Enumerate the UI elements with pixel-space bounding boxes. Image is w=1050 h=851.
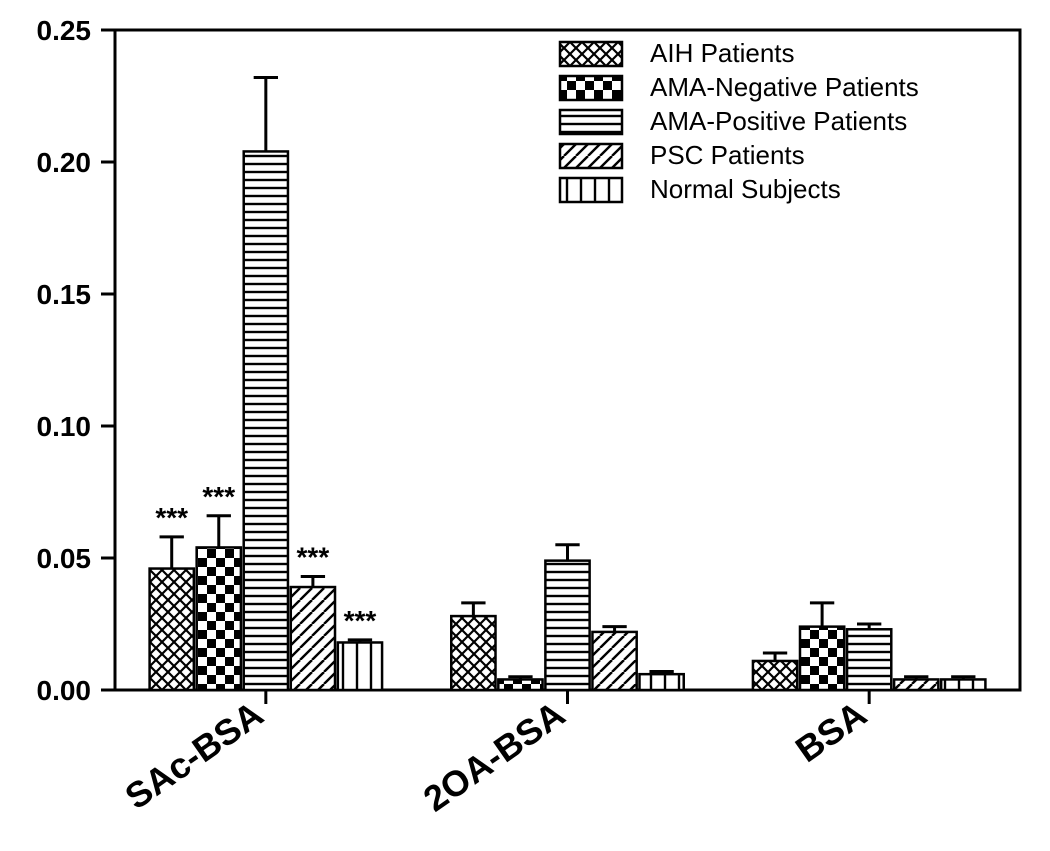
svg-text:0.10: 0.10 [37,411,92,442]
svg-text:2OA-BSA: 2OA-BSA [416,693,572,820]
svg-text:0.00: 0.00 [37,675,92,706]
bar [800,627,844,690]
bar [592,632,636,690]
legend-swatch [560,110,622,134]
bar [753,661,797,690]
svg-text:BSA: BSA [788,693,874,770]
bar [640,674,684,690]
legend-label: AMA-Negative Patients [650,72,919,102]
svg-text:SAc-BSA: SAc-BSA [117,693,270,817]
bar [244,151,288,690]
legend-swatch [560,42,622,66]
bar [498,679,542,690]
bar [545,561,589,690]
bar [941,679,985,690]
legend-label: PSC Patients [650,140,805,170]
bar-chart: 0.00 0.05 0.10 0.15 0.20 0.25 SAc-BSA *** *** ***… [0,0,1050,851]
svg-text:***: *** [344,605,377,636]
legend-label: AIH Patients [650,38,795,68]
bar [338,642,382,690]
svg-text:0.20: 0.20 [37,147,92,178]
bar [894,679,938,690]
svg-text:0.25: 0.25 [37,15,92,46]
bar [197,547,241,690]
bar [451,616,495,690]
bar [291,587,335,690]
legend-swatch [560,76,622,100]
legend-swatch [560,178,622,202]
svg-text:***: *** [202,481,235,512]
legend-swatch [560,144,622,168]
legend-label: AMA-Positive Patients [650,106,907,136]
legend-label: Normal Subjects [650,174,841,204]
bar [150,569,194,690]
svg-text:0.15: 0.15 [37,279,92,310]
svg-text:0.05: 0.05 [37,543,92,574]
svg-text:***: *** [155,502,188,533]
svg-text:***: *** [297,541,330,572]
bar [847,629,891,690]
